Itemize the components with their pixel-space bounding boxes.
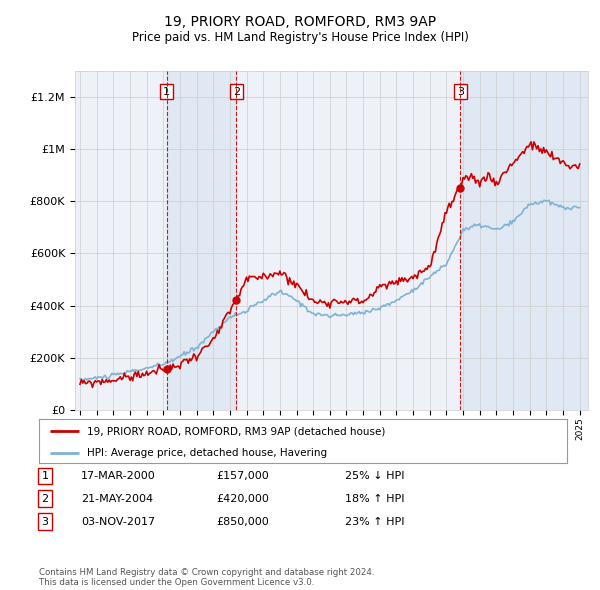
- Text: £420,000: £420,000: [216, 494, 269, 503]
- Text: 25% ↓ HPI: 25% ↓ HPI: [345, 471, 404, 481]
- Text: Price paid vs. HM Land Registry's House Price Index (HPI): Price paid vs. HM Land Registry's House …: [131, 31, 469, 44]
- Text: 3: 3: [457, 87, 464, 97]
- Text: 03-NOV-2017: 03-NOV-2017: [81, 517, 155, 526]
- Text: 19, PRIORY ROAD, ROMFORD, RM3 9AP (detached house): 19, PRIORY ROAD, ROMFORD, RM3 9AP (detac…: [86, 427, 385, 436]
- Text: HPI: Average price, detached house, Havering: HPI: Average price, detached house, Have…: [86, 448, 326, 458]
- Text: 19, PRIORY ROAD, ROMFORD, RM3 9AP: 19, PRIORY ROAD, ROMFORD, RM3 9AP: [164, 15, 436, 29]
- Text: £157,000: £157,000: [216, 471, 269, 481]
- Text: 18% ↑ HPI: 18% ↑ HPI: [345, 494, 404, 503]
- Text: 21-MAY-2004: 21-MAY-2004: [81, 494, 153, 503]
- Text: Contains HM Land Registry data © Crown copyright and database right 2024.
This d: Contains HM Land Registry data © Crown c…: [39, 568, 374, 587]
- Text: 1: 1: [41, 471, 49, 481]
- Text: 1: 1: [163, 87, 170, 97]
- Text: 2: 2: [233, 87, 240, 97]
- Text: 23% ↑ HPI: 23% ↑ HPI: [345, 517, 404, 526]
- Text: 17-MAR-2000: 17-MAR-2000: [81, 471, 156, 481]
- Text: 2: 2: [41, 494, 49, 503]
- Bar: [167, 71, 236, 410]
- Text: 3: 3: [41, 517, 49, 526]
- Bar: [460, 71, 588, 410]
- Text: £850,000: £850,000: [216, 517, 269, 526]
